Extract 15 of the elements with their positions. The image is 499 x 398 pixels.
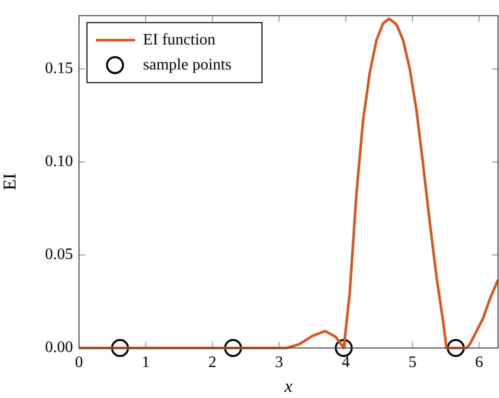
x-tick-label: 0 [75,354,83,371]
y-tick-label: 0.15 [45,60,73,78]
x-tick-label: 3 [275,354,284,371]
y-axis-title: EI [0,173,20,190]
y-tick-label: 0.00 [45,339,73,356]
x-axis-title: x [284,376,292,396]
x-tick-label: 2 [208,354,216,371]
legend-label: sample points [143,56,232,74]
x-tick-label: 4 [342,354,350,371]
legend-label: EI function [143,31,216,48]
x-tick-label: 6 [475,354,484,371]
x-tick-label: 1 [142,354,150,371]
y-tick-label: 0.10 [45,153,73,170]
x-tick-label: 5 [408,354,416,371]
y-tick-label: 0.05 [45,246,73,264]
